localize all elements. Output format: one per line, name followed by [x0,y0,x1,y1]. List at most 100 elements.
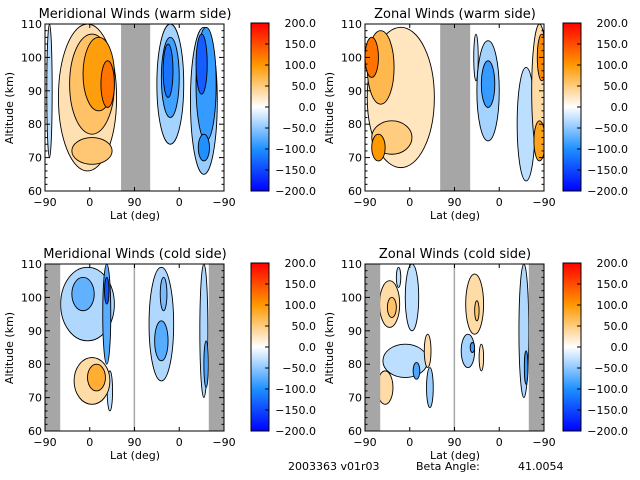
x-tick-label: −90 [532,196,555,209]
x-tick-label: 0 [496,196,503,209]
x-tick-label: −90 [33,436,56,449]
x-axis-label: Lat (deg) [430,209,480,222]
contour-negative [104,276,110,305]
colorbar-tick-label: −200.0 [587,185,628,198]
y-tick-label: 60 [348,425,362,438]
footer: 2003363 v01r03 Beta Angle: 41.0054 [288,460,564,473]
y-axis-label: Altitude (km) [3,72,16,144]
colorbar-tick-label: 100.0 [597,59,629,72]
contour-negative [154,320,169,362]
colorbar-tick-label: 150.0 [285,38,317,51]
colorbar-tick-label: 200.0 [597,17,629,30]
x-tick-label: 90 [448,196,462,209]
colorbar-tick-label: 150.0 [597,38,629,51]
x-tick-label: 0 [86,196,93,209]
y-tick-label: 90 [28,85,42,98]
y-tick-label: 80 [348,118,362,131]
contour-negative [523,350,529,385]
contour-positive [71,137,113,165]
contour-positive [533,120,544,162]
contour-negative [162,43,174,98]
y-tick-label: 70 [348,392,362,405]
contour-fill-layer [46,24,218,175]
x-tick-label: 0 [176,436,183,449]
contour-positive [423,333,432,368]
panel-zonal-warm: Zonal Winds (warm side) Lat (deg) Altitu… [323,7,628,222]
contour-negative [404,264,420,332]
y-tick-label: 60 [348,185,362,198]
x-tick-label: −90 [353,196,376,209]
colorbar-tick-label: −150.0 [587,404,628,417]
y-tick-label: 70 [28,152,42,165]
panel-title: Zonal Winds (warm side) [374,7,536,22]
y-tick-label: 110 [341,258,362,271]
beta-angle-value: 41.0054 [518,460,564,473]
colorbar-tick-label: −150.0 [587,164,628,177]
y-axis-label: Altitude (km) [323,72,336,144]
file-id: 2003363 v01r03 [288,460,380,473]
contour-negative [195,33,208,95]
contour-positive [87,363,106,392]
colorbar-tick-label: 100.0 [285,59,317,72]
x-tick-label: 0 [86,436,93,449]
contour-negative [426,367,434,409]
colorbar-tick-label: 200.0 [285,257,317,270]
no-data-band [133,264,136,431]
colorbar-tick-label: −200.0 [587,425,628,438]
y-tick-label: 90 [348,325,362,338]
y-tick-label: 80 [28,118,42,131]
colorbar-tick-label: 0.0 [611,101,629,114]
colorbar-tick-label: 150.0 [597,278,629,291]
no-data-band [453,264,456,431]
colorbar-tick-label: 100.0 [597,299,629,312]
colorbar-tick-label: 200.0 [285,17,317,30]
y-tick-label: 100 [21,51,42,64]
colorbar-tick-label: 50.0 [292,320,317,333]
contour-positive [478,343,485,372]
colorbar-tick-label: 0.0 [299,341,317,354]
contour-negative [159,276,168,312]
contour-negative [197,133,210,162]
colorbar-tick-label: −100.0 [275,143,316,156]
colorbar-tick-label: −50.0 [282,362,316,375]
y-tick-label: 100 [341,291,362,304]
panel-meridional-warm: Meridional Winds (warm side) Lat (deg) A… [3,7,316,222]
contour-fill-layer [376,264,530,409]
contour-negative [395,266,402,288]
y-tick-label: 110 [341,18,362,31]
colorbar-tick-label: 200.0 [597,257,629,270]
y-tick-label: 90 [28,325,42,338]
colorbar-tick-label: −50.0 [282,122,316,135]
y-tick-label: 80 [348,358,362,371]
no-data-band [528,264,544,431]
y-tick-label: 100 [21,291,42,304]
beta-angle-label: Beta Angle: [416,460,480,473]
colorbar-tick-label: −100.0 [587,143,628,156]
no-data-band [121,24,151,191]
contour-negative [473,33,479,82]
y-tick-label: 100 [341,51,362,64]
x-tick-label: 90 [128,436,142,449]
x-tick-label: −90 [33,196,56,209]
x-tick-label: −90 [212,196,235,209]
colorbar-tick-label: −150.0 [275,164,316,177]
colorbar-tick-label: 50.0 [604,80,629,93]
y-tick-label: 60 [28,185,42,198]
contour-positive [474,300,480,322]
x-tick-label: −90 [353,436,376,449]
colorbar-tick-label: −200.0 [275,425,316,438]
x-axis-label: Lat (deg) [110,209,160,222]
contour-negative [203,340,209,389]
no-data-band [208,264,224,431]
y-tick-label: 90 [348,85,362,98]
y-tick-label: 70 [28,392,42,405]
colorbar-tick-label: −100.0 [587,383,628,396]
x-tick-label: 90 [128,196,142,209]
colorbar-tick-label: 0.0 [611,341,629,354]
colorbar-tick-label: 50.0 [292,80,317,93]
colorbar-tick-label: 0.0 [299,101,317,114]
colorbar-tick-label: −50.0 [594,362,628,375]
x-axis-label: Lat (deg) [430,449,480,462]
y-tick-label: 60 [28,425,42,438]
